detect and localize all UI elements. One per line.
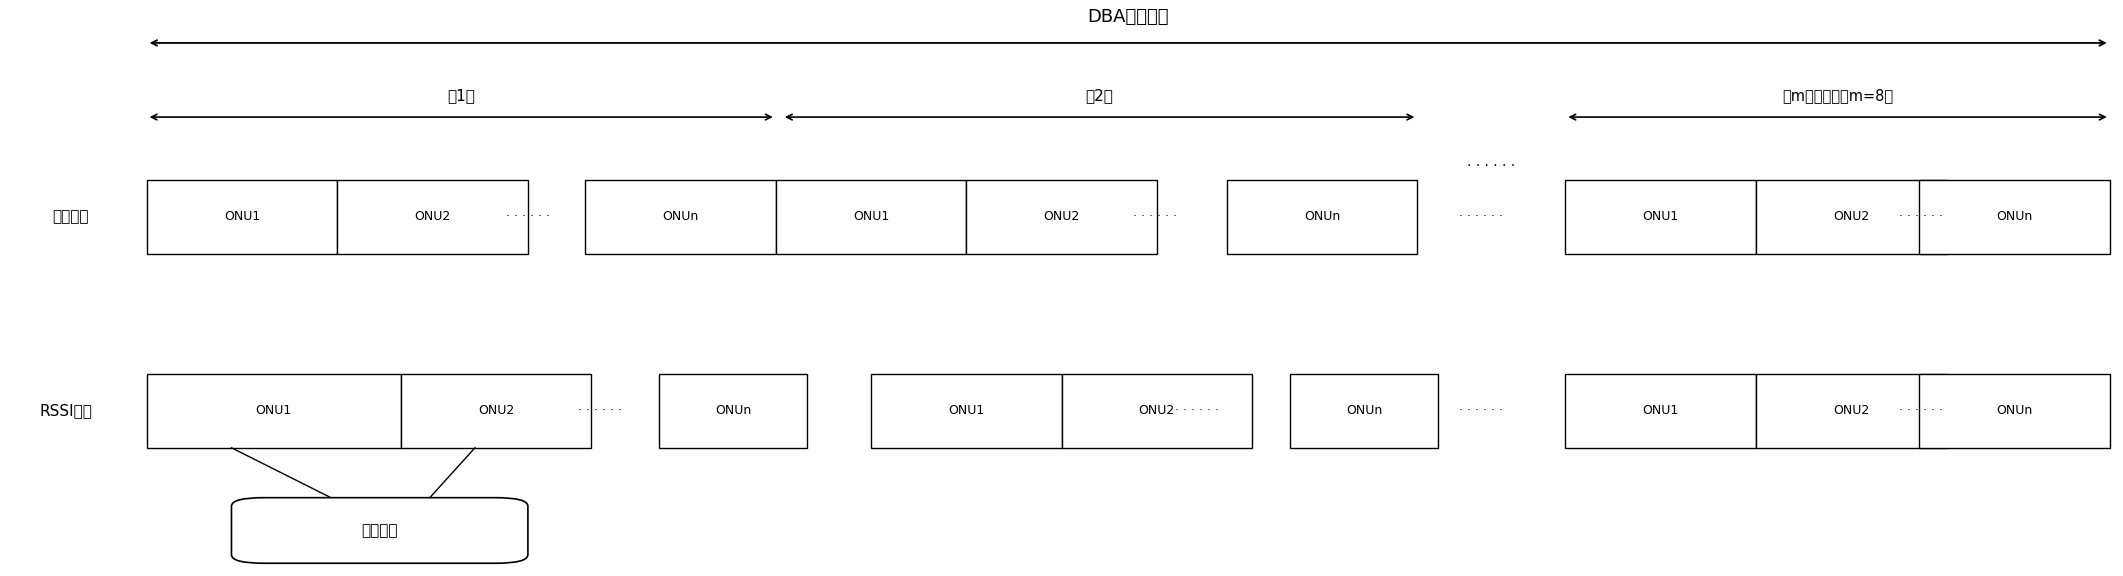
Text: · · · · · ·: · · · · · · — [1134, 210, 1176, 223]
Text: ONU2: ONU2 — [414, 210, 450, 223]
Text: DBA更新周期: DBA更新周期 — [1087, 8, 1170, 26]
Text: ONUn: ONUn — [1996, 210, 2032, 223]
Text: · · · · · ·: · · · · · · — [505, 210, 550, 223]
Text: · · · · · ·: · · · · · · — [1459, 210, 1503, 223]
FancyBboxPatch shape — [586, 180, 775, 254]
Text: ONUn: ONUn — [715, 404, 752, 417]
Text: ONU2: ONU2 — [1042, 210, 1081, 223]
Text: ONUn: ONUn — [1304, 210, 1340, 223]
Text: 正常工作: 正常工作 — [53, 209, 89, 225]
Text: 第2帧: 第2帧 — [1085, 88, 1115, 103]
Text: ONU1: ONU1 — [853, 210, 890, 223]
FancyBboxPatch shape — [1919, 180, 2110, 254]
Text: 带宽增大: 带宽增大 — [361, 523, 397, 538]
Text: ONUn: ONUn — [662, 210, 698, 223]
Text: · · · · · ·: · · · · · · — [1174, 404, 1219, 417]
Text: · · · · · ·: · · · · · · — [1467, 158, 1516, 173]
Text: · · · · · ·: · · · · · · — [1900, 210, 1943, 223]
FancyBboxPatch shape — [775, 180, 966, 254]
FancyBboxPatch shape — [1565, 374, 1756, 448]
Text: 第m帧（典型值m=8）: 第m帧（典型值m=8） — [1781, 88, 1894, 103]
Text: ONUn: ONUn — [1996, 404, 2032, 417]
Text: ONU1: ONU1 — [1643, 210, 1679, 223]
Text: ONU1: ONU1 — [1643, 404, 1679, 417]
FancyBboxPatch shape — [1062, 374, 1253, 448]
Text: ONU2: ONU2 — [478, 404, 514, 417]
FancyBboxPatch shape — [146, 180, 338, 254]
Text: ONUn: ONUn — [1346, 404, 1382, 417]
Text: RSSI测量: RSSI测量 — [40, 403, 93, 418]
Text: 第1帧: 第1帧 — [448, 88, 476, 103]
FancyBboxPatch shape — [870, 374, 1062, 448]
FancyBboxPatch shape — [146, 374, 401, 448]
Text: ONU2: ONU2 — [1832, 210, 1870, 223]
Text: · · · · · ·: · · · · · · — [577, 404, 622, 417]
FancyBboxPatch shape — [1756, 374, 1947, 448]
FancyBboxPatch shape — [231, 498, 529, 563]
Text: ONU2: ONU2 — [1138, 404, 1174, 417]
FancyBboxPatch shape — [1227, 180, 1418, 254]
FancyBboxPatch shape — [401, 374, 592, 448]
Text: ONU1: ONU1 — [223, 210, 261, 223]
Text: ONU1: ONU1 — [255, 404, 293, 417]
FancyBboxPatch shape — [1919, 374, 2110, 448]
Text: ONU1: ONU1 — [949, 404, 985, 417]
FancyBboxPatch shape — [1756, 180, 1947, 254]
Text: · · · · · ·: · · · · · · — [1900, 404, 1943, 417]
FancyBboxPatch shape — [1565, 180, 1756, 254]
FancyBboxPatch shape — [1291, 374, 1439, 448]
FancyBboxPatch shape — [658, 374, 807, 448]
FancyBboxPatch shape — [338, 180, 529, 254]
Text: · · · · · ·: · · · · · · — [1459, 404, 1503, 417]
Text: ONU2: ONU2 — [1832, 404, 1870, 417]
FancyBboxPatch shape — [966, 180, 1157, 254]
